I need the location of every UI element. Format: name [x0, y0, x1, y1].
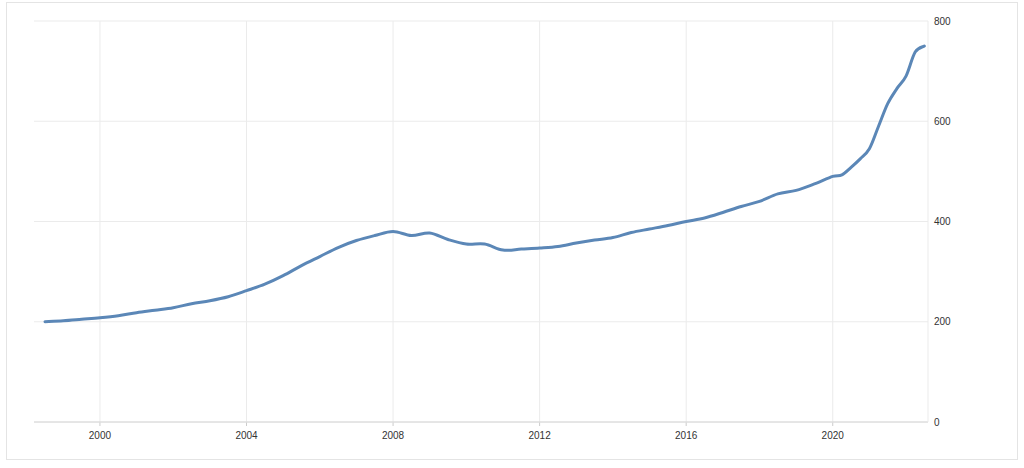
x-tick-label: 2016 [675, 430, 698, 441]
y-tick-label: 400 [934, 216, 951, 227]
x-tick-label: 2000 [89, 430, 112, 441]
x-tick [246, 422, 247, 426]
y-grid-line [34, 422, 928, 423]
y-grid-line [34, 221, 928, 222]
x-tick-label: 2008 [382, 430, 405, 441]
x-tick [686, 422, 687, 426]
x-tick-label: 2020 [822, 430, 845, 441]
chart: 2000 2004 2008 2012 2016 2020 0 200 400 600 800 [0, 0, 1024, 468]
x-tick-label: 2004 [235, 430, 258, 441]
x-tick [99, 422, 100, 426]
x-tick-label: 2012 [528, 430, 551, 441]
y-axis-line [928, 21, 929, 422]
x-tick [539, 422, 540, 426]
x-axis-line [34, 422, 928, 423]
y-tick-label: 200 [934, 316, 951, 327]
y-grid-line [34, 21, 928, 22]
grid [34, 21, 928, 426]
y-grid-line [34, 321, 928, 322]
y-grid-line [34, 121, 928, 122]
x-tick [832, 422, 833, 426]
x-tick [393, 422, 394, 426]
plot-area [45, 46, 924, 322]
y-tick-label: 0 [934, 417, 940, 428]
chart-frame [6, 2, 1018, 460]
y-tick-label: 800 [934, 16, 951, 27]
data-line [45, 46, 924, 322]
y-tick-label: 600 [934, 116, 951, 127]
